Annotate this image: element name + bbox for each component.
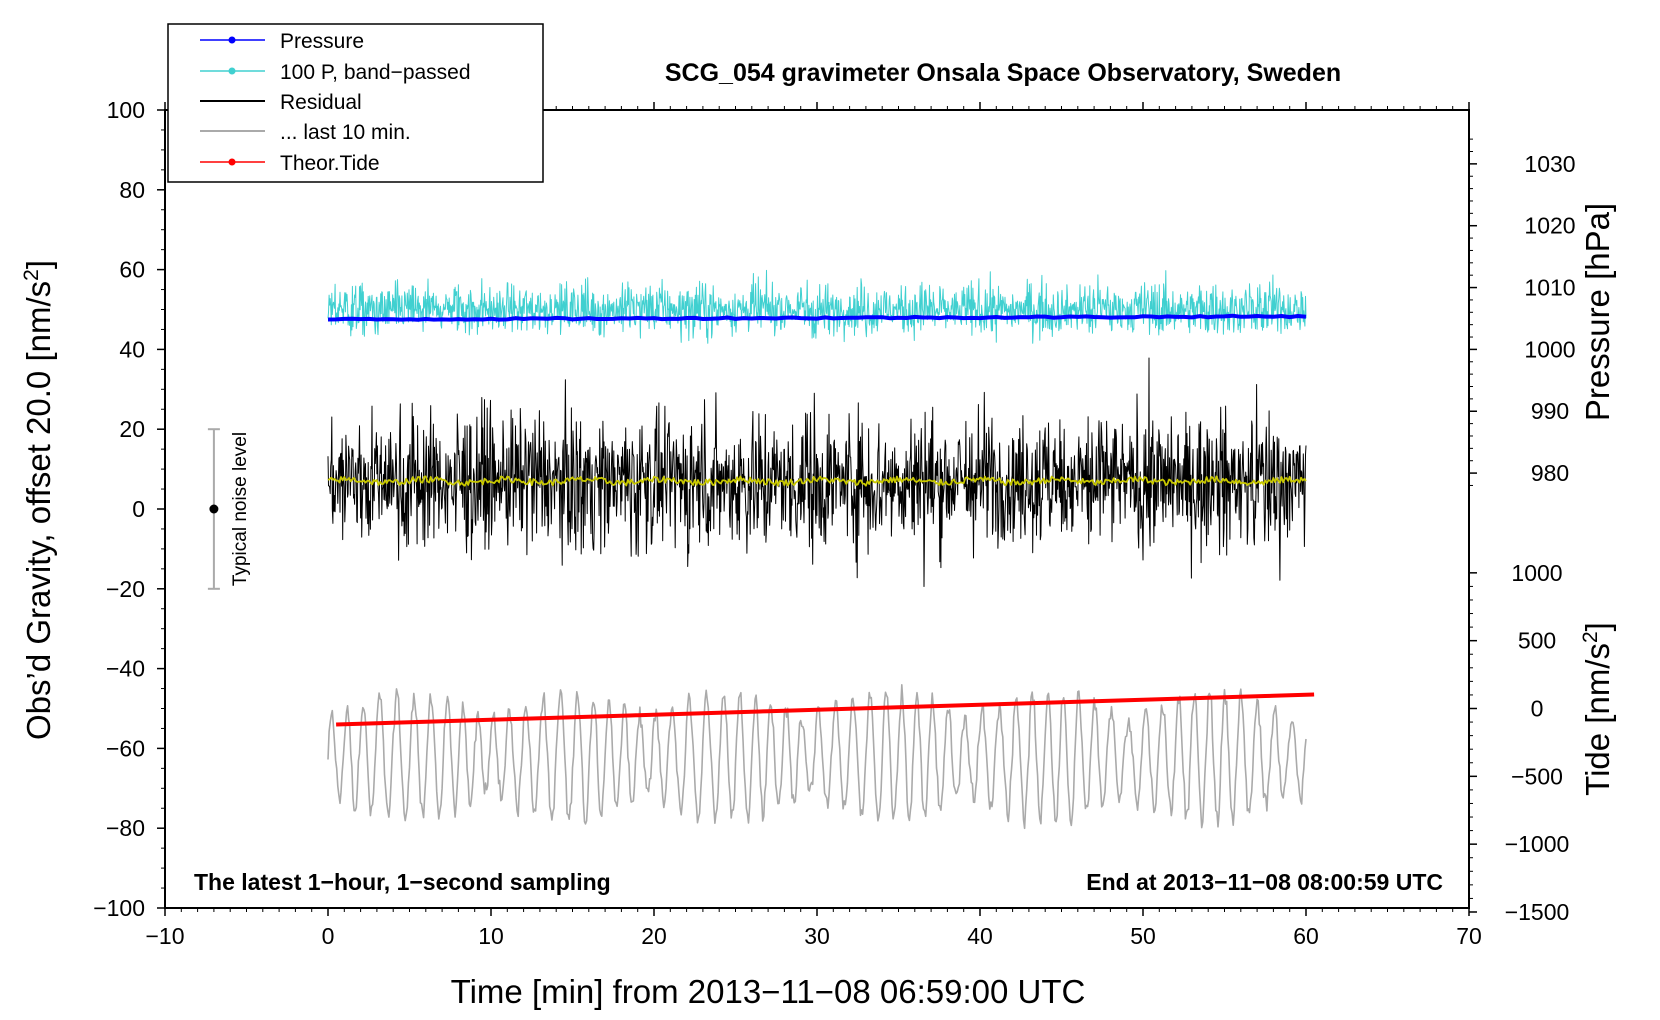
legend-box xyxy=(167,23,544,183)
tide-tick-label: 0 xyxy=(1531,696,1544,722)
y-tick-label: −60 xyxy=(106,735,145,761)
y-tick-label: −20 xyxy=(106,576,145,602)
y-tick-label: 100 xyxy=(107,97,145,123)
y-axis-left-title: Obs’d Gravity, offset 20.0 [nm/s2] xyxy=(20,260,57,740)
y-axis-tide-title-end: ] xyxy=(1579,622,1616,631)
x-tick-label: 70 xyxy=(1456,923,1482,949)
y-tick-label: 40 xyxy=(119,336,145,362)
legend-marker-bandpassed xyxy=(228,67,236,75)
series-theor-tide xyxy=(336,692,1315,727)
noise-bar-center xyxy=(209,504,219,514)
x-tick-label: 30 xyxy=(804,923,830,949)
x-tick-label: 40 xyxy=(967,923,993,949)
legend-item-pressure: Pressure xyxy=(200,30,364,53)
series-100-p-band-passed xyxy=(327,269,1307,344)
y-tick-label: 20 xyxy=(119,416,145,442)
series-last-10-min xyxy=(327,684,1307,830)
tide-tick-label: 500 xyxy=(1518,628,1556,654)
series-residual xyxy=(327,357,1307,587)
x-tick-label: 10 xyxy=(478,923,504,949)
y-axis-pressure-title: Pressure [hPa] xyxy=(1579,203,1616,421)
series-pressure xyxy=(327,313,1307,322)
pressure-tick-label: 1030 xyxy=(1524,151,1575,177)
y-axis-left-title-sup: 2 xyxy=(20,269,43,281)
x-tick-label: 60 xyxy=(1293,923,1319,949)
tide-tick-label: 1000 xyxy=(1511,560,1562,586)
tide-tick-label: −1500 xyxy=(1505,899,1570,925)
legend-item-bandpassed: 100 P, band−passed xyxy=(200,61,471,84)
noise-bar-label: Typical noise level xyxy=(230,432,251,586)
legend-label-last10: ... last 10 min. xyxy=(280,121,411,144)
pressure-tick-label: 980 xyxy=(1531,460,1569,486)
legend-label-bandpassed: 100 P, band−passed xyxy=(280,61,471,84)
ticks-layer: −10 0 10 20 30 40 50 60 70100806040200−20−40−60−… xyxy=(93,97,1575,949)
pressure-tick-label: 1010 xyxy=(1524,275,1575,301)
pressure-tick-label: 990 xyxy=(1531,398,1569,424)
y-axis-left-title-main: Obs’d Gravity, offset 20.0 [nm/s xyxy=(20,281,57,740)
legend-marker-pressure xyxy=(228,36,236,44)
legend-label-pressure: Pressure xyxy=(280,30,364,53)
legend: Pressure 100 P, band−passed Residual ...… xyxy=(167,23,544,183)
tide-tick-label: −1000 xyxy=(1505,831,1570,857)
y-axis-tide-title-sup: 2 xyxy=(1579,631,1602,643)
y-tick-label: 0 xyxy=(132,496,145,522)
chart-title: SCG_054 gravimeter Onsala Space Observat… xyxy=(665,59,1341,87)
y-tick-label: −100 xyxy=(93,895,145,921)
legend-item-residual: Residual xyxy=(200,91,362,114)
series-mean-residual xyxy=(327,475,1307,487)
x-tick-label: 50 xyxy=(1130,923,1156,949)
note-left: The latest 1−hour, 1−second sampling xyxy=(194,869,611,895)
pressure-tick-label: 1000 xyxy=(1524,336,1575,362)
legend-label-residual: Residual xyxy=(280,91,362,114)
pressure-tick-label: 1020 xyxy=(1524,213,1575,239)
y-tick-label: −40 xyxy=(106,656,145,682)
y-axis-tide-title-main: Tide [nm/s xyxy=(1579,643,1616,796)
y-axis-left-title-end: ] xyxy=(20,260,57,269)
x-tick-label: −10 xyxy=(145,923,184,949)
y-tick-label: 60 xyxy=(119,257,145,283)
legend-marker-tide xyxy=(228,158,236,166)
y-tick-label: −80 xyxy=(106,815,145,841)
y-tick-label: 80 xyxy=(119,177,145,203)
y-axis-tide-title: Tide [nm/s2] xyxy=(1579,622,1616,796)
x-tick-label: 0 xyxy=(322,923,335,949)
tide-tick-label: −500 xyxy=(1511,763,1563,789)
legend-item-last10: ... last 10 min. xyxy=(200,121,411,144)
noise-bar: Typical noise level xyxy=(207,428,251,590)
note-right: End at 2013−11−08 08:00:59 UTC xyxy=(1086,869,1443,895)
legend-label-tide: Theor.Tide xyxy=(280,152,380,175)
series-layer xyxy=(327,269,1315,830)
x-tick-label: 20 xyxy=(641,923,667,949)
legend-item-tide: Theor.Tide xyxy=(200,152,380,175)
x-axis-title: Time [min] from 2013−11−08 06:59:00 UTC xyxy=(451,973,1086,1010)
